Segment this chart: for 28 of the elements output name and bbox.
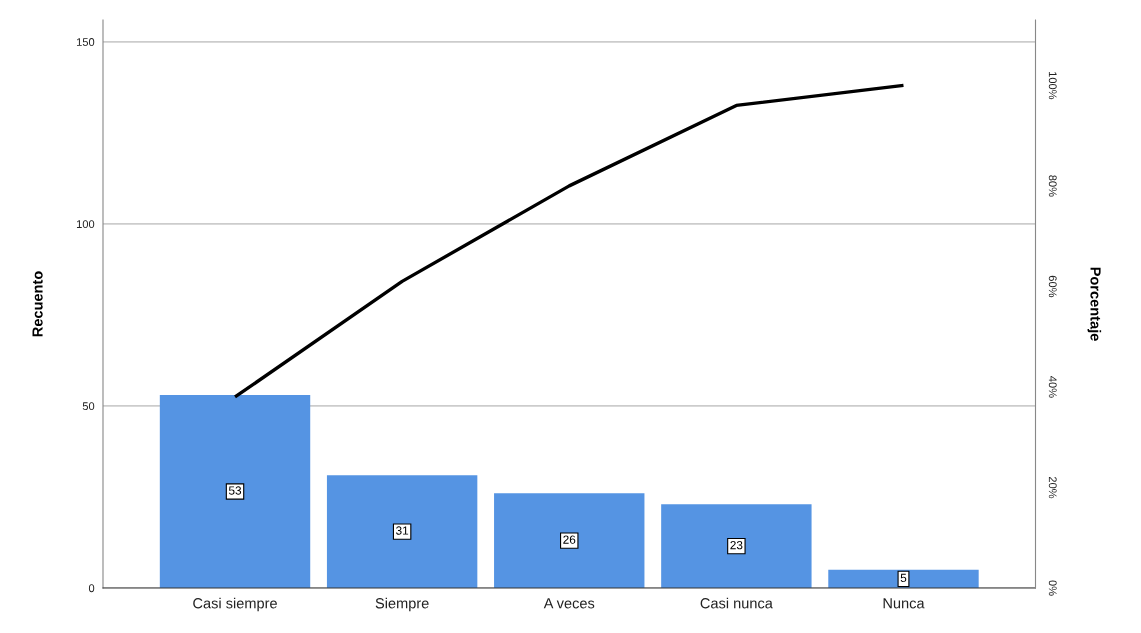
x-tick-label: Casi siempre [193,597,277,612]
y2-tick-label: 0% [1048,580,1057,596]
y2-tick-label: 40% [1048,376,1057,398]
y-tick-label: 0 [88,584,95,593]
y2-axis-title: Porcentaje [1087,267,1102,341]
data-label: 5 [900,573,907,583]
data-label: 26 [563,535,576,544]
line-series [233,83,906,399]
y2-tick-label: 60% [1048,275,1057,298]
y2-tick-label: 80% [1048,175,1057,197]
bar [494,493,645,588]
bar [159,395,311,588]
bar [828,569,979,588]
data-label: 31 [396,526,409,535]
y-axis-title: Recuento [32,271,43,337]
y2-tick-label: 20% [1048,476,1057,499]
bar [661,504,812,588]
y2-tick-label: 100% [1048,71,1057,100]
x-tick-label: Siempre [375,597,429,612]
data-label: 53 [228,486,242,495]
x-tick-label: Nunca [883,598,925,609]
y-tick-label: 100 [76,220,95,229]
x-tick-label: A veces [543,598,595,609]
x-tick-label: Casi nunca [700,597,773,609]
y-tick-label: 50 [82,402,95,411]
y-tick-label: 150 [76,38,95,46]
bar [326,475,478,588]
data-label: 23 [730,540,743,550]
